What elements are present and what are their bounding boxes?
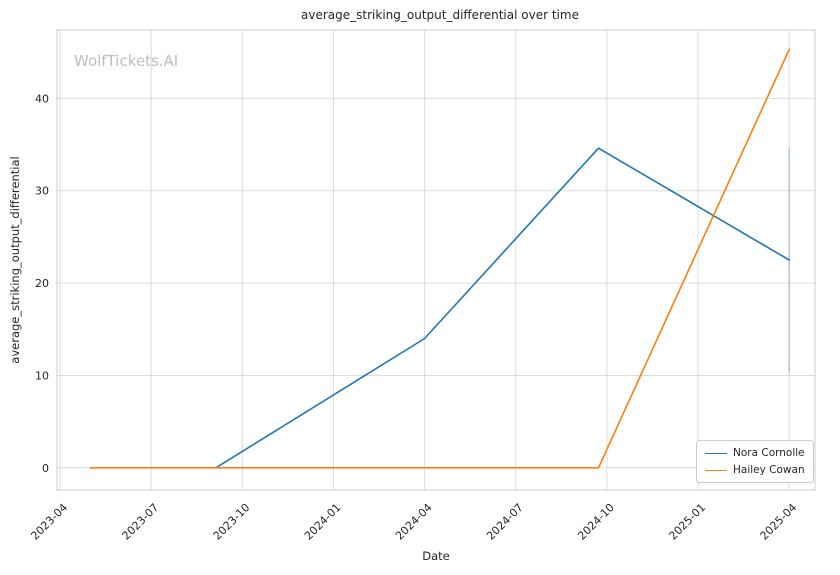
y-tick-label: 30: [35, 185, 49, 198]
x-tick-label: 2023-04: [28, 501, 70, 543]
legend-line-swatch-blue: [705, 452, 727, 454]
legend-label: Nora Cornolle: [733, 447, 805, 459]
watermark: WolfTickets.AI: [74, 52, 178, 70]
series-line-nora-cornolle: [215, 147, 791, 469]
x-tick-label: 2025-01: [666, 501, 708, 543]
y-tick-label: 0: [42, 462, 49, 475]
legend: Nora Cornolle Hailey Cowan: [696, 440, 814, 483]
series-lines: [89, 48, 791, 469]
x-tick-label: 2025-04: [758, 501, 800, 543]
x-tick-label: 2024-04: [393, 501, 435, 543]
plot-border: [56, 29, 816, 491]
x-tick-label: 2024-01: [302, 501, 344, 543]
y-axis-label: average_striking_output_differential: [8, 156, 22, 363]
x-tick-label: 2024-07: [484, 501, 526, 543]
grid: [57, 30, 815, 490]
axis-tick-labels: 2023-04 2023-07 2023-10 2024-01 2024-04 2024-…: [28, 92, 799, 542]
legend-line-swatch-orange: [705, 469, 727, 471]
x-tick-label: 2024-10: [575, 501, 617, 543]
legend-label: Hailey Cowan: [733, 464, 805, 476]
y-tick-label: 20: [35, 277, 49, 290]
legend-item-hailey-cowan: Hailey Cowan: [705, 464, 805, 476]
x-tick-label: 2023-07: [120, 501, 162, 543]
x-tick-label: 2023-10: [211, 501, 253, 543]
y-tick-label: 40: [35, 92, 49, 105]
chart-title: average_striking_output_differential ove…: [301, 8, 579, 22]
x-axis-label: Date: [422, 549, 450, 563]
legend-item-nora-cornolle: Nora Cornolle: [705, 447, 805, 459]
y-tick-label: 10: [35, 369, 49, 382]
series-line-hailey-cowan: [89, 48, 791, 469]
